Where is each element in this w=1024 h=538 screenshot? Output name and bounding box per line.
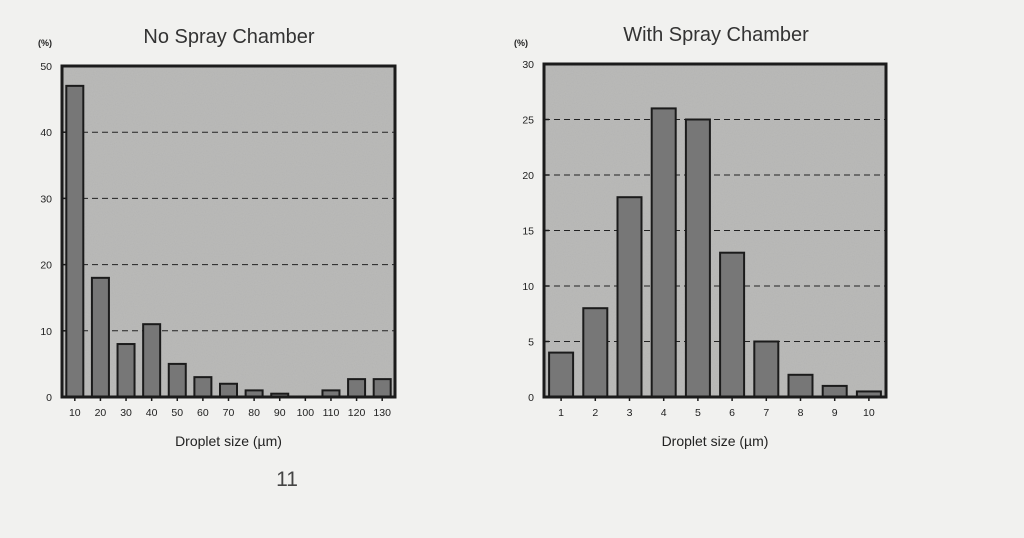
bar bbox=[548, 351, 575, 399]
y-tick-label: 0 bbox=[46, 392, 52, 404]
y-tick-label: 15 bbox=[522, 226, 534, 238]
y-tick-label: 20 bbox=[40, 260, 52, 272]
bar bbox=[753, 340, 780, 398]
x-tick-label: 5 bbox=[695, 407, 701, 419]
x-tick-label: 80 bbox=[248, 407, 260, 419]
y-tick-label: 5 bbox=[528, 337, 534, 349]
bar bbox=[65, 84, 85, 399]
x-tick-label: 60 bbox=[197, 407, 209, 419]
x-axis-title: Droplet size (µm) bbox=[175, 433, 282, 449]
gridlines bbox=[544, 119, 886, 342]
y-axis: 0 5 10 15 20 25 30 bbox=[522, 59, 549, 404]
y-tick-label: 20 bbox=[522, 170, 534, 182]
x-tick-label: 8 bbox=[798, 407, 804, 419]
y-tick-label: 40 bbox=[40, 127, 52, 139]
x-tick-label: 9 bbox=[832, 407, 838, 419]
y-axis: 0 10 20 30 40 50 bbox=[40, 61, 67, 404]
bar bbox=[821, 384, 848, 398]
bar bbox=[347, 378, 367, 399]
bar bbox=[684, 118, 711, 398]
x-tick-label: 50 bbox=[171, 407, 183, 419]
x-tick-label: 7 bbox=[763, 407, 769, 419]
plot-texture bbox=[62, 66, 395, 397]
y-tick-label: 10 bbox=[40, 326, 52, 338]
bar bbox=[167, 362, 187, 398]
x-tick-label: 3 bbox=[627, 407, 633, 419]
x-tick-label: 1 bbox=[558, 407, 564, 419]
bar bbox=[787, 373, 814, 398]
y-tick-label: 50 bbox=[40, 61, 52, 73]
x-tick-label: 10 bbox=[69, 407, 81, 419]
page-number: 11 bbox=[276, 468, 298, 491]
y-unit-label: (%) bbox=[514, 38, 528, 48]
y-tick-label: 30 bbox=[522, 59, 534, 71]
y-tick-label: 25 bbox=[522, 115, 534, 127]
x-tick-label: 100 bbox=[297, 407, 315, 419]
x-tick-label: 30 bbox=[120, 407, 132, 419]
x-tick-label: 2 bbox=[592, 407, 598, 419]
x-tick-label: 6 bbox=[729, 407, 735, 419]
y-tick-label: 10 bbox=[522, 281, 534, 293]
x-tick-label: 40 bbox=[146, 407, 158, 419]
x-tick-label: 20 bbox=[95, 407, 107, 419]
y-tick-label: 30 bbox=[40, 193, 52, 205]
bar bbox=[719, 251, 746, 398]
x-axis: 10 20 30 40 50 60 70 80 90 100 110 120 130 bbox=[69, 397, 391, 419]
y-unit-label: (%) bbox=[38, 38, 52, 48]
x-axis: 1 2 3 4 5 6 7 8 9 10 bbox=[558, 397, 875, 419]
x-tick-label: 130 bbox=[373, 407, 391, 419]
bars bbox=[548, 107, 882, 399]
bar bbox=[650, 107, 677, 399]
chart-title: With Spray Chamber bbox=[623, 24, 809, 46]
bar bbox=[616, 196, 643, 398]
x-tick-label: 120 bbox=[348, 407, 366, 419]
x-tick-label: 70 bbox=[223, 407, 235, 419]
bar bbox=[142, 323, 162, 398]
bar bbox=[582, 307, 609, 399]
bar bbox=[219, 382, 238, 399]
bar bbox=[372, 378, 392, 399]
x-axis-title: Droplet size (µm) bbox=[662, 433, 769, 449]
chart-with-spray-chamber: 0 5 10 15 20 25 30 1 2 3 4 5 6 7 8 9 10 With Spray Cham… bbox=[514, 24, 888, 449]
gridlines bbox=[62, 131, 395, 332]
x-tick-label: 4 bbox=[661, 407, 667, 419]
x-tick-label: 10 bbox=[863, 407, 875, 419]
bar bbox=[193, 376, 213, 399]
x-tick-label: 90 bbox=[274, 407, 286, 419]
bar bbox=[90, 276, 110, 398]
chart-title: No Spray Chamber bbox=[143, 26, 315, 48]
y-tick-label: 0 bbox=[528, 392, 534, 404]
bars bbox=[65, 84, 392, 399]
bar bbox=[116, 343, 136, 399]
x-tick-label: 110 bbox=[323, 407, 340, 419]
